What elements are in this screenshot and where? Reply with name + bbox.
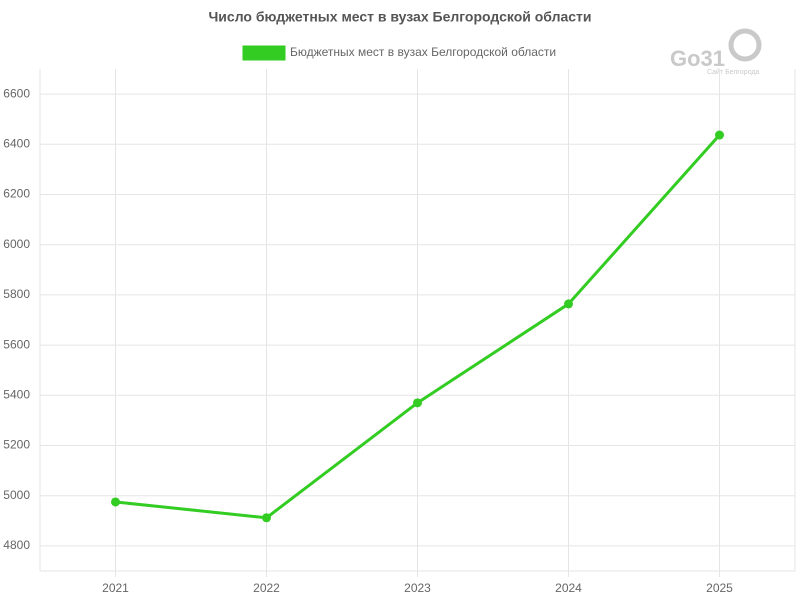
- y-tick-label: 6600: [3, 86, 30, 100]
- x-tick-label: 2023: [404, 581, 431, 595]
- x-tick-label: 2025: [706, 581, 733, 595]
- y-tick-label: 5200: [3, 438, 30, 452]
- x-tick-label: 2022: [253, 581, 280, 595]
- watermark: Go31 Сайт Белгорода: [670, 28, 762, 76]
- y-tick-label: 6000: [3, 237, 30, 251]
- y-tick-label: 5400: [3, 387, 30, 401]
- y-tick-label: 5800: [3, 287, 30, 301]
- y-tick-label: 5600: [3, 337, 30, 351]
- chart-title: Число бюджетных мест в вузах Белгородско…: [208, 9, 591, 25]
- y-tick-label: 4800: [3, 538, 30, 552]
- watermark-logo: Go31: [670, 46, 725, 71]
- watermark-pin: [728, 28, 762, 62]
- legend-label: Бюджетных мест в вузах Белгородской обла…: [290, 45, 556, 59]
- point: [413, 398, 422, 408]
- y-tick-label: 6400: [3, 136, 30, 150]
- x-tick-label: 2024: [555, 581, 582, 595]
- x-tick-label: 2021: [102, 581, 129, 595]
- watermark-caption: Сайт Белгорода: [707, 68, 759, 76]
- legend-swatch: [242, 45, 286, 61]
- point: [564, 299, 573, 309]
- point: [111, 497, 120, 507]
- point: [715, 130, 724, 140]
- point: [262, 513, 271, 523]
- y-tick-label: 5000: [3, 488, 30, 502]
- y-tick-label: 6200: [3, 187, 30, 201]
